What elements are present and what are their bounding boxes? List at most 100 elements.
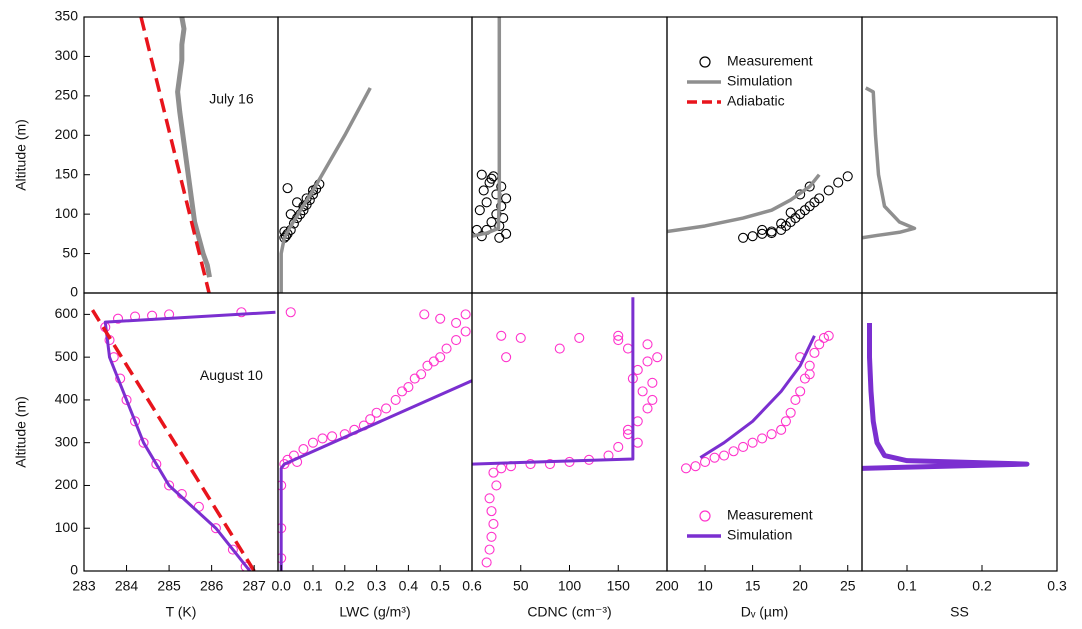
- marker: [327, 431, 338, 442]
- y-tick-label: 300: [55, 433, 79, 449]
- marker: [804, 181, 815, 192]
- x-tick-label: 0.3: [367, 578, 387, 594]
- marker: [738, 441, 749, 453]
- marker: [642, 403, 653, 414]
- x-tick-label: 0.4: [399, 578, 419, 594]
- marker: [652, 352, 663, 363]
- marker: [709, 452, 720, 463]
- y-tick-label: 500: [55, 348, 79, 364]
- marker: [494, 232, 505, 243]
- marker: [416, 369, 427, 380]
- marker: [757, 224, 768, 235]
- marker: [637, 386, 648, 397]
- legend-label: Measurement: [727, 53, 813, 69]
- panel: [472, 297, 663, 568]
- marker: [484, 493, 495, 504]
- y-tick-label: 400: [55, 391, 79, 407]
- x-axis-label: LWC (g/m³): [339, 604, 410, 620]
- marker: [151, 459, 162, 470]
- marker: [138, 437, 149, 448]
- marker: [823, 330, 834, 341]
- y-tick-label: 250: [55, 87, 79, 103]
- marker: [460, 326, 471, 337]
- marker: [478, 185, 489, 196]
- marker: [292, 197, 303, 208]
- panel-frame: [277, 292, 473, 572]
- x-tick-label: 0.6: [462, 578, 482, 594]
- marker: [804, 360, 815, 371]
- x-tick-label: 200: [655, 578, 679, 594]
- marker: [317, 433, 328, 444]
- marker: [381, 403, 392, 414]
- marker: [403, 382, 414, 393]
- marker: [285, 307, 296, 318]
- marker: [842, 171, 853, 182]
- dashed-line: [91, 309, 256, 571]
- legend-symbol: [699, 56, 711, 68]
- y-tick-label: 50: [62, 244, 78, 260]
- line: [279, 379, 472, 571]
- marker: [484, 544, 495, 555]
- y-tick-label: 200: [55, 476, 79, 492]
- marker: [307, 185, 319, 196]
- legend-label: Adiabatic: [727, 93, 785, 109]
- x-tick-label: 284: [115, 578, 139, 594]
- marker: [785, 407, 796, 418]
- marker: [460, 309, 471, 320]
- marker: [833, 177, 844, 188]
- marker: [501, 352, 512, 363]
- marker: [121, 394, 132, 405]
- x-tick-label: 285: [157, 578, 181, 594]
- marker: [441, 343, 452, 354]
- marker: [776, 424, 787, 435]
- marker: [486, 216, 497, 228]
- marker: [757, 228, 768, 239]
- marker: [766, 429, 777, 440]
- y-tick-label: 0: [70, 284, 78, 300]
- marker: [747, 437, 758, 448]
- marker: [757, 433, 768, 444]
- marker: [747, 231, 758, 242]
- marker: [613, 334, 624, 346]
- marker: [112, 313, 124, 324]
- line: [862, 86, 917, 240]
- y-tick-label: 200: [55, 126, 79, 142]
- x-tick-label: 283: [72, 578, 96, 594]
- marker: [622, 343, 634, 354]
- marker: [776, 218, 787, 229]
- x-tick-label: 0.0: [271, 578, 291, 594]
- marker: [164, 480, 175, 491]
- panel-frame: [277, 16, 473, 294]
- line: [472, 17, 502, 238]
- x-tick-label: 10: [697, 578, 713, 594]
- y-tick-label: 100: [55, 519, 79, 535]
- x-tick-label: 0.3: [1047, 578, 1067, 594]
- marker: [210, 523, 221, 534]
- x-tick-label: 150: [607, 578, 631, 594]
- marker: [236, 307, 247, 318]
- marker: [282, 183, 293, 194]
- legend-label: Simulation: [727, 73, 792, 89]
- legend-symbol: [699, 510, 711, 522]
- marker: [632, 416, 643, 427]
- marker: [818, 332, 830, 343]
- panel: [91, 307, 276, 571]
- marker: [814, 339, 825, 350]
- marker: [680, 463, 692, 474]
- marker: [285, 209, 296, 220]
- marker: [699, 456, 711, 467]
- x-tick-label: 0.2: [972, 578, 992, 594]
- y-tick-label: 350: [55, 8, 79, 24]
- line: [667, 173, 821, 234]
- marker: [501, 193, 512, 204]
- marker: [481, 557, 492, 568]
- y-tick-label: 150: [55, 165, 79, 181]
- annotation: July 16: [209, 91, 254, 107]
- marker: [738, 232, 749, 243]
- x-tick-label: 287: [242, 578, 266, 594]
- marker: [496, 330, 507, 341]
- x-axis-label: CDNC (cm⁻³): [527, 604, 611, 620]
- panel-frame: [861, 16, 1058, 294]
- annotation: August 10: [200, 367, 263, 383]
